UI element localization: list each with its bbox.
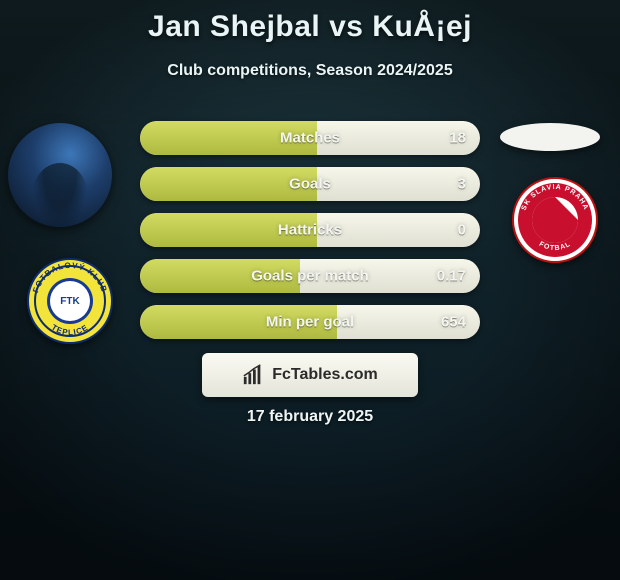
club-badge-right: SK SLAVIA PRAHA FOTBAL ★: [512, 177, 598, 263]
stat-value: 3: [458, 176, 466, 193]
stat-label: Matches: [280, 130, 340, 147]
stat-pill: Hattricks 0: [140, 213, 480, 247]
club-badge-left: FOTBALOVÝ KLUB TEPLICE FTK: [27, 258, 113, 344]
content-root: Jan Shejbal vs KuÅ¡ej Club competitions,…: [0, 0, 620, 580]
player-photo-right-placeholder: [500, 123, 600, 151]
stat-value: 0: [458, 222, 466, 239]
stat-value: 654: [441, 314, 466, 331]
stat-value: 0.17: [437, 268, 466, 285]
club-badge-right-star-icon: ★: [549, 212, 562, 229]
brand-box: FcTables.com: [202, 353, 418, 397]
svg-text:TEPLICE: TEPLICE: [50, 323, 90, 337]
brand-label: FcTables.com: [272, 366, 378, 384]
club-badge-left-core: FTK: [47, 278, 93, 324]
stat-value: 18: [449, 130, 466, 147]
player-photo-left-image: [8, 123, 112, 227]
stat-pill: Goals 3: [140, 167, 480, 201]
club-badge-left-text-bottom: TEPLICE: [50, 323, 90, 337]
stat-label: Goals per match: [251, 268, 369, 285]
stat-pill: Matches 18: [140, 121, 480, 155]
stat-pill: Goals per match 0.17: [140, 259, 480, 293]
page-title: Jan Shejbal vs KuÅ¡ej: [0, 0, 620, 44]
player-photo-left: [8, 123, 112, 227]
brand-chart-icon: [242, 364, 264, 386]
stat-pill: Min per goal 654: [140, 305, 480, 339]
stats-list: Matches 18 Goals 3 Hattricks 0 Goals per match…: [140, 121, 480, 351]
stat-label: Goals: [289, 176, 331, 193]
club-badge-left-monogram: FTK: [60, 296, 79, 307]
subtitle: Club competitions, Season 2024/2025: [0, 62, 620, 80]
date-label: 17 february 2025: [247, 408, 373, 426]
stat-label: Hattricks: [278, 222, 342, 239]
stat-label: Min per goal: [266, 314, 354, 331]
